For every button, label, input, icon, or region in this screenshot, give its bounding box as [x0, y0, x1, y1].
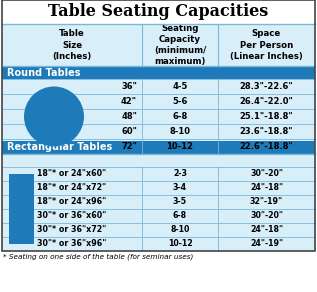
- Text: 30"* or 36"x96": 30"* or 36"x96": [37, 239, 107, 248]
- Text: 26.4"-22.0": 26.4"-22.0": [240, 97, 293, 106]
- Text: 30"-20": 30"-20": [250, 211, 283, 220]
- Text: Space
Per Person
(Linear Inches): Space Per Person (Linear Inches): [230, 29, 303, 61]
- Text: 18"* or 24"x60": 18"* or 24"x60": [37, 169, 107, 178]
- Text: 72": 72": [121, 142, 137, 151]
- Text: 3-4: 3-4: [173, 183, 187, 192]
- Text: 23.6"-18.8": 23.6"-18.8": [240, 127, 293, 136]
- Text: 30"* or 36"x60": 30"* or 36"x60": [37, 211, 107, 220]
- Text: 4-5: 4-5: [172, 82, 188, 91]
- Bar: [2, 66, 315, 79]
- Text: 24"-18": 24"-18": [250, 225, 283, 234]
- Bar: [2, 0, 315, 24]
- Text: 60": 60": [121, 127, 137, 136]
- Text: 8-10: 8-10: [170, 225, 190, 234]
- Text: 24"-19": 24"-19": [250, 239, 283, 248]
- Text: 18"* or 24"x96": 18"* or 24"x96": [37, 197, 107, 206]
- Text: 48": 48": [121, 112, 137, 121]
- Text: 28.3"-22.6": 28.3"-22.6": [240, 82, 293, 91]
- Text: 25.1"-18.8": 25.1"-18.8": [240, 112, 293, 121]
- Text: 8-10: 8-10: [170, 127, 191, 136]
- Text: 2-3: 2-3: [173, 169, 187, 178]
- Text: 6-8: 6-8: [172, 112, 188, 121]
- Text: Rectangular Tables: Rectangular Tables: [7, 142, 112, 152]
- Text: 10-12: 10-12: [166, 142, 193, 151]
- Text: 18"* or 24"x72": 18"* or 24"x72": [37, 183, 107, 192]
- Text: 24"-18": 24"-18": [250, 183, 283, 192]
- Bar: [2, 141, 315, 154]
- Circle shape: [24, 86, 84, 147]
- Text: 6-8: 6-8: [173, 211, 187, 220]
- Text: Seating
Capacity
(minimum/
maximum): Seating Capacity (minimum/ maximum): [154, 24, 206, 66]
- Text: 42": 42": [121, 97, 137, 106]
- Text: Table
Size
(Inches): Table Size (Inches): [52, 29, 92, 61]
- Text: Round Tables: Round Tables: [7, 67, 81, 77]
- Text: 30"* or 36"x72": 30"* or 36"x72": [37, 225, 107, 234]
- Text: 30"-20": 30"-20": [250, 169, 283, 178]
- Bar: [9, 174, 34, 244]
- Text: 3-5: 3-5: [173, 197, 187, 206]
- Text: Table Seating Capacities: Table Seating Capacities: [49, 4, 268, 20]
- Text: 10-12: 10-12: [168, 239, 192, 248]
- Text: 32"-19": 32"-19": [250, 197, 283, 206]
- Bar: [2, 0, 315, 251]
- Bar: [2, 0, 315, 251]
- Text: 22.6"-18.8": 22.6"-18.8": [240, 142, 293, 151]
- Text: 5-6: 5-6: [172, 97, 188, 106]
- Text: 36": 36": [121, 82, 137, 91]
- Text: * Seating on one side of the table (for seminar uses): * Seating on one side of the table (for …: [3, 254, 193, 260]
